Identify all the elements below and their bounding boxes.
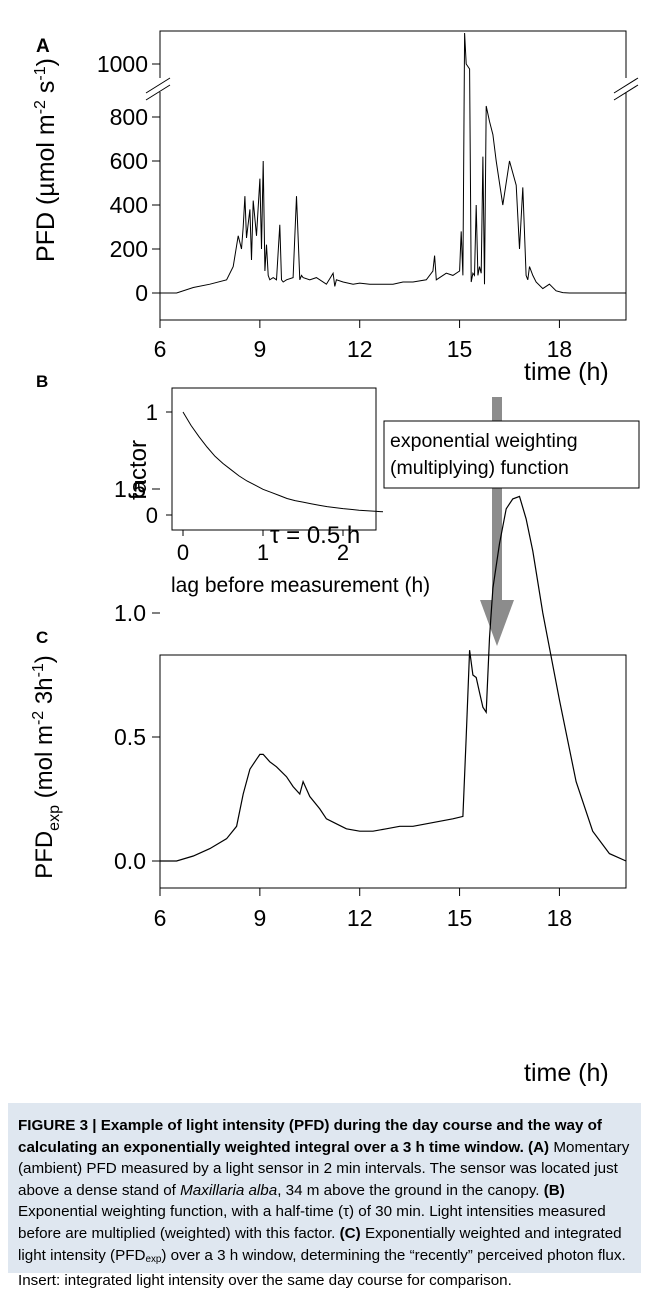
panel-c-y-axis-label: PFDexp (mol m-2 3h-1) xyxy=(30,655,63,879)
panel-a-x-tick-label: 18 xyxy=(547,336,573,362)
insert-line-2: (multiplying) function xyxy=(390,457,569,479)
caption-species: Maxillaria alba xyxy=(180,1181,278,1199)
panel-a-y-tick-label: 600 xyxy=(110,148,148,174)
panel-b-x-axis-label: lag before measurement (h) xyxy=(171,574,430,597)
weighting-insert: exponential weighting (multiplying) func… xyxy=(383,397,640,646)
panel-a-pfd-line xyxy=(160,32,626,294)
panel-a-x-axis-label: time (h) xyxy=(524,358,609,386)
panel-a-y-tick-label: 0 xyxy=(135,280,148,306)
panel-b-x-tick-label: 2 xyxy=(337,540,349,565)
panel-c-x-tick-label: 12 xyxy=(347,905,373,931)
panel-a-axis-break-mark xyxy=(145,77,171,94)
panel-b-x-tick-label: 1 xyxy=(257,540,269,565)
caption-c-sub: exp xyxy=(145,1253,162,1265)
panel-b-y-tick-label: 1 xyxy=(146,400,158,425)
panel-b-weighting-curve xyxy=(182,411,384,513)
panel-label-c: C xyxy=(36,628,48,647)
panel-a-axis-break-mark xyxy=(145,84,171,101)
caption-b-text: Exponential weighting function, with a h… xyxy=(18,1203,606,1242)
insert-line-1: exponential weighting xyxy=(390,430,578,452)
caption-a-label: (A) xyxy=(528,1138,550,1156)
panel-c-x-axis-label: time (h) xyxy=(524,1059,609,1087)
panel-a-x-tick-label: 6 xyxy=(154,336,167,362)
figure-caption: FIGURE 3 | Example of light intensity (P… xyxy=(8,1103,641,1289)
panel-b-y-tick-label: 0 xyxy=(146,503,158,528)
caption-b-label: (B) xyxy=(543,1181,565,1199)
panel-b: B 0 1 2 0 1 factor lag before measurement (h… xyxy=(36,372,430,597)
caption-title: FIGURE 3 | Example of light intensity (P… xyxy=(18,1117,602,1156)
panel-a-x-tick-label: 9 xyxy=(253,336,266,362)
panel-a-x-tick-label: 12 xyxy=(347,336,373,362)
panel-a-y-tick-label: 200 xyxy=(110,236,148,262)
panel-c-x-tick-label: 15 xyxy=(447,905,473,931)
panel-b-plot-frame xyxy=(171,387,377,531)
caption-c-label: (C) xyxy=(339,1224,361,1242)
panel-a-axis-break-mark xyxy=(613,84,639,101)
panel-c-y-tick-label: 0.0 xyxy=(114,848,146,874)
panel-c: C 6 9 12 15 180.00.51.01.5 PFDexp (mol m-2 3… xyxy=(30,476,627,1087)
tau-annotation: τ = 0.5 h xyxy=(270,522,360,549)
caption-a-text: Momentary (ambient) PFD measured by a li… xyxy=(18,1138,630,1199)
panel-c-y-tick-label: 0.5 xyxy=(114,724,146,750)
panel-c-x-tick-label: 9 xyxy=(253,905,266,931)
panel-a-y-tick-label: 400 xyxy=(110,192,148,218)
caption-a-text-2: , 34 m above the ground in the canopy. xyxy=(277,1181,544,1199)
panel-b-y-axis-label: factor xyxy=(125,440,152,500)
panel-a-y-tick-label: 800 xyxy=(110,104,148,130)
panel-a-plot-frame xyxy=(159,30,627,321)
panel-b-x-tick-label: 0 xyxy=(177,540,189,565)
panel-a: A 6 9 12 15 18 0 200 400 600 800 1000 PFD (µmol m-… xyxy=(32,30,639,386)
down-arrow-icon xyxy=(480,600,514,646)
panel-c-x-tick-label: 18 xyxy=(547,905,573,931)
panel-c-plot-frame xyxy=(159,654,627,889)
panel-label-a: A xyxy=(36,36,50,57)
panel-a-y-tick-label: 1000 xyxy=(97,51,148,77)
panel-c-x-tick-label: 6 xyxy=(154,905,167,931)
panel-c-pfd-exp-line xyxy=(160,495,627,862)
caption-c-text: Exponentially weighted and integrated li… xyxy=(18,1224,622,1264)
panel-a-y-axis-label: PFD (µmol m-2 s-1) xyxy=(32,58,60,262)
panel-a-axis-break-mark xyxy=(613,77,639,94)
insert-box xyxy=(383,420,640,489)
panel-c-y-tick-label: 1.0 xyxy=(114,600,146,626)
panel-c-y-tick-label: 1.5 xyxy=(114,476,146,502)
panel-a-x-tick-label: 15 xyxy=(447,336,473,362)
panel-label-b: B xyxy=(36,372,48,391)
